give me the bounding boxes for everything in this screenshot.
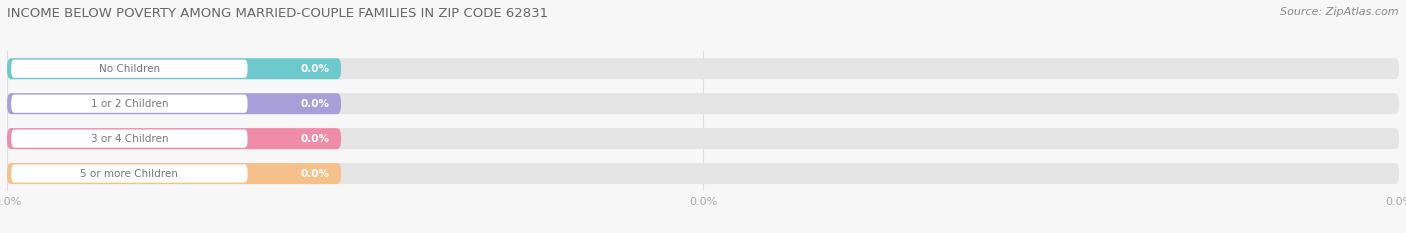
FancyBboxPatch shape <box>7 128 1399 149</box>
Text: No Children: No Children <box>98 64 160 74</box>
FancyBboxPatch shape <box>11 95 247 113</box>
FancyBboxPatch shape <box>7 58 342 79</box>
Text: 0.0%: 0.0% <box>301 134 330 144</box>
Text: 0.0%: 0.0% <box>301 64 330 74</box>
FancyBboxPatch shape <box>7 128 342 149</box>
Text: 0.0%: 0.0% <box>301 99 330 109</box>
Text: 3 or 4 Children: 3 or 4 Children <box>90 134 169 144</box>
FancyBboxPatch shape <box>7 93 342 114</box>
FancyBboxPatch shape <box>7 58 1399 79</box>
Text: Source: ZipAtlas.com: Source: ZipAtlas.com <box>1281 7 1399 17</box>
FancyBboxPatch shape <box>7 93 1399 114</box>
FancyBboxPatch shape <box>11 130 247 148</box>
Text: 0.0%: 0.0% <box>301 169 330 178</box>
Text: 1 or 2 Children: 1 or 2 Children <box>90 99 169 109</box>
FancyBboxPatch shape <box>11 60 247 78</box>
Text: 5 or more Children: 5 or more Children <box>80 169 179 178</box>
FancyBboxPatch shape <box>11 164 247 183</box>
FancyBboxPatch shape <box>7 163 342 184</box>
Text: INCOME BELOW POVERTY AMONG MARRIED-COUPLE FAMILIES IN ZIP CODE 62831: INCOME BELOW POVERTY AMONG MARRIED-COUPL… <box>7 7 548 20</box>
FancyBboxPatch shape <box>7 163 1399 184</box>
